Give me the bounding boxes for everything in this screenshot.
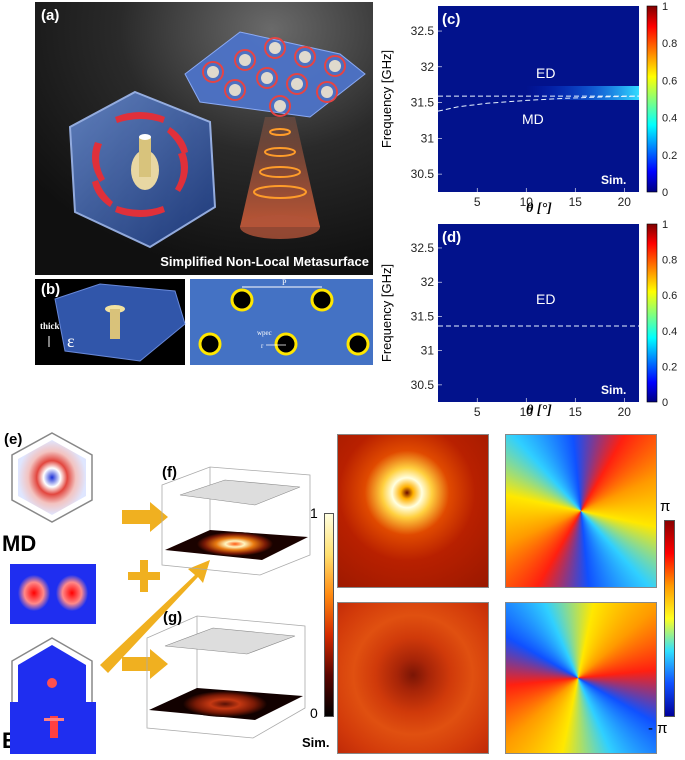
ytick-label: 32 — [421, 275, 435, 289]
plus-horizontal — [128, 572, 160, 580]
panel-a-label: (a) — [41, 7, 59, 24]
colorbar-tick-label: 0.8 — [662, 255, 677, 267]
panel-c: (c) ED MD Sim. 32.5 32 31.5 31 30.5 5 10 15 20 … — [376, 0, 685, 216]
amp-max-label: 1 — [310, 505, 318, 521]
colorbar-tick-label: 0.4 — [662, 113, 677, 125]
ytick-label: 31.5 — [411, 309, 435, 323]
xtick-label: 5 — [474, 405, 481, 417]
amp-min-label: 0 — [310, 705, 318, 721]
period-label: P — [282, 279, 287, 287]
panel-f: (f) — [150, 455, 320, 587]
ytick-label: 31 — [421, 131, 435, 145]
panel-d: (d) ED Sim. 32.5 32 31.5 31 30.5 5 10 15 20 Fre… — [376, 218, 685, 419]
xtick-label: 20 — [618, 405, 632, 417]
colorbar-tick-label: 1 — [662, 1, 668, 13]
panel-a-caption: Simplified Non-Local Metasurface — [160, 254, 369, 269]
xtick-label: 20 — [618, 195, 632, 209]
ytick-label: 31 — [421, 344, 435, 358]
panel-f-render: (f) — [161, 464, 311, 576]
xtick-label: 10 — [520, 195, 534, 209]
vortex-beam-cone — [240, 117, 320, 239]
ed-diagonal-arrow — [100, 560, 210, 673]
mode-curve-md — [437, 95, 640, 112]
xtick-label: 5 — [474, 195, 481, 209]
colorbar-tick-label: 0.2 — [662, 361, 677, 373]
panel-g: (g) — [135, 588, 315, 748]
md-arrow — [122, 502, 168, 532]
phase-map-md — [505, 434, 657, 588]
ytick-label: 32.5 — [411, 24, 435, 38]
phase-colorbar — [664, 520, 675, 717]
metasurface-array — [184, 31, 366, 118]
phase-min-label: - π — [648, 720, 668, 737]
radius-label: r — [261, 342, 264, 350]
panel-b-label: (b) — [41, 281, 60, 298]
xlabel-c: θ [°] — [526, 201, 552, 215]
annot-sim-c: Sim. — [601, 173, 626, 187]
amplitude-map-ed — [337, 602, 489, 754]
phase-colorbar-group: π - π — [648, 498, 685, 748]
colorbar-tick-label: 0 — [662, 397, 668, 409]
heatmap-background — [438, 224, 639, 402]
annot-md-c: MD — [522, 111, 544, 127]
ed-field-cross-section — [10, 702, 96, 754]
colorbar-tick-label: 0.6 — [662, 290, 677, 302]
xtick-label: 15 — [569, 405, 583, 417]
panel-b-render: thick ε (b) P wpec r — [35, 278, 373, 365]
lattice-holes — [198, 288, 370, 356]
panel-f-label: (f) — [162, 464, 177, 481]
unit-cell-hexagon — [68, 90, 217, 249]
epsilon-label: ε — [67, 331, 75, 351]
phase-max-label: π — [660, 498, 671, 515]
panel-d-label: (d) — [442, 229, 461, 246]
amplitude-colorbar-group: 1 0 Sim. — [300, 505, 340, 755]
ytick-label: 32.5 — [411, 241, 435, 255]
metasurface-plane — [179, 479, 301, 506]
ytick-label: 30.5 — [411, 378, 435, 392]
wpec-label: wpec — [257, 329, 272, 337]
ed-arrow — [122, 649, 168, 679]
colorbar-d — [646, 223, 658, 403]
sim-label: Sim. — [302, 735, 330, 750]
phase-map-ed — [505, 602, 657, 754]
panel-g-label: (g) — [163, 609, 182, 626]
xtick-label: 10 — [520, 405, 534, 417]
metasurface-plane — [164, 627, 296, 655]
ylabel-d: Frequency [GHz] — [379, 264, 394, 362]
ylabel-c: Frequency [GHz] — [379, 50, 394, 148]
colorbar-tick-label: 0.2 — [662, 150, 677, 162]
colorbar-tick-label: 0.8 — [662, 38, 677, 50]
annot-ed-d: ED — [536, 291, 555, 307]
colorbar-tick-label: 0.4 — [662, 326, 677, 338]
amplitude-colorbar — [324, 513, 334, 717]
xlabel-d: θ [°] — [526, 403, 552, 417]
ytick-label: 30.5 — [411, 167, 435, 181]
annot-sim-d: Sim. — [601, 383, 626, 397]
ytick-label: 31.5 — [411, 96, 435, 110]
colorbar-tick-label: 0 — [662, 187, 668, 199]
panel-c-label: (c) — [442, 11, 460, 28]
panel-a-render: Simplified Non-Local Metasurface (a) — [35, 2, 373, 275]
thick-label: thick — [40, 321, 60, 331]
colorbar-tick-label: 1 — [662, 219, 668, 231]
panel-b: thick ε (b) P wpec r — [35, 278, 373, 365]
panel-a: Simplified Non-Local Metasurface (a) — [35, 2, 373, 275]
amplitude-map-md — [337, 434, 489, 588]
colorbar-c — [646, 5, 658, 193]
panel-e-label: (e) — [4, 431, 22, 448]
md-field-hexagon — [18, 440, 86, 515]
xtick-label: 15 — [569, 195, 583, 209]
ytick-label: 32 — [421, 60, 435, 74]
colorbar-tick-label: 0.6 — [662, 75, 677, 87]
panel-g-render: (g) — [146, 609, 306, 739]
flow-arrows — [100, 502, 210, 679]
annot-ed-c: ED — [536, 65, 555, 81]
md-label: MD — [2, 531, 36, 556]
